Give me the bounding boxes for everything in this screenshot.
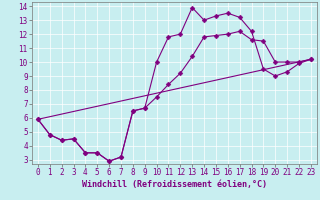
X-axis label: Windchill (Refroidissement éolien,°C): Windchill (Refroidissement éolien,°C) (82, 180, 267, 189)
